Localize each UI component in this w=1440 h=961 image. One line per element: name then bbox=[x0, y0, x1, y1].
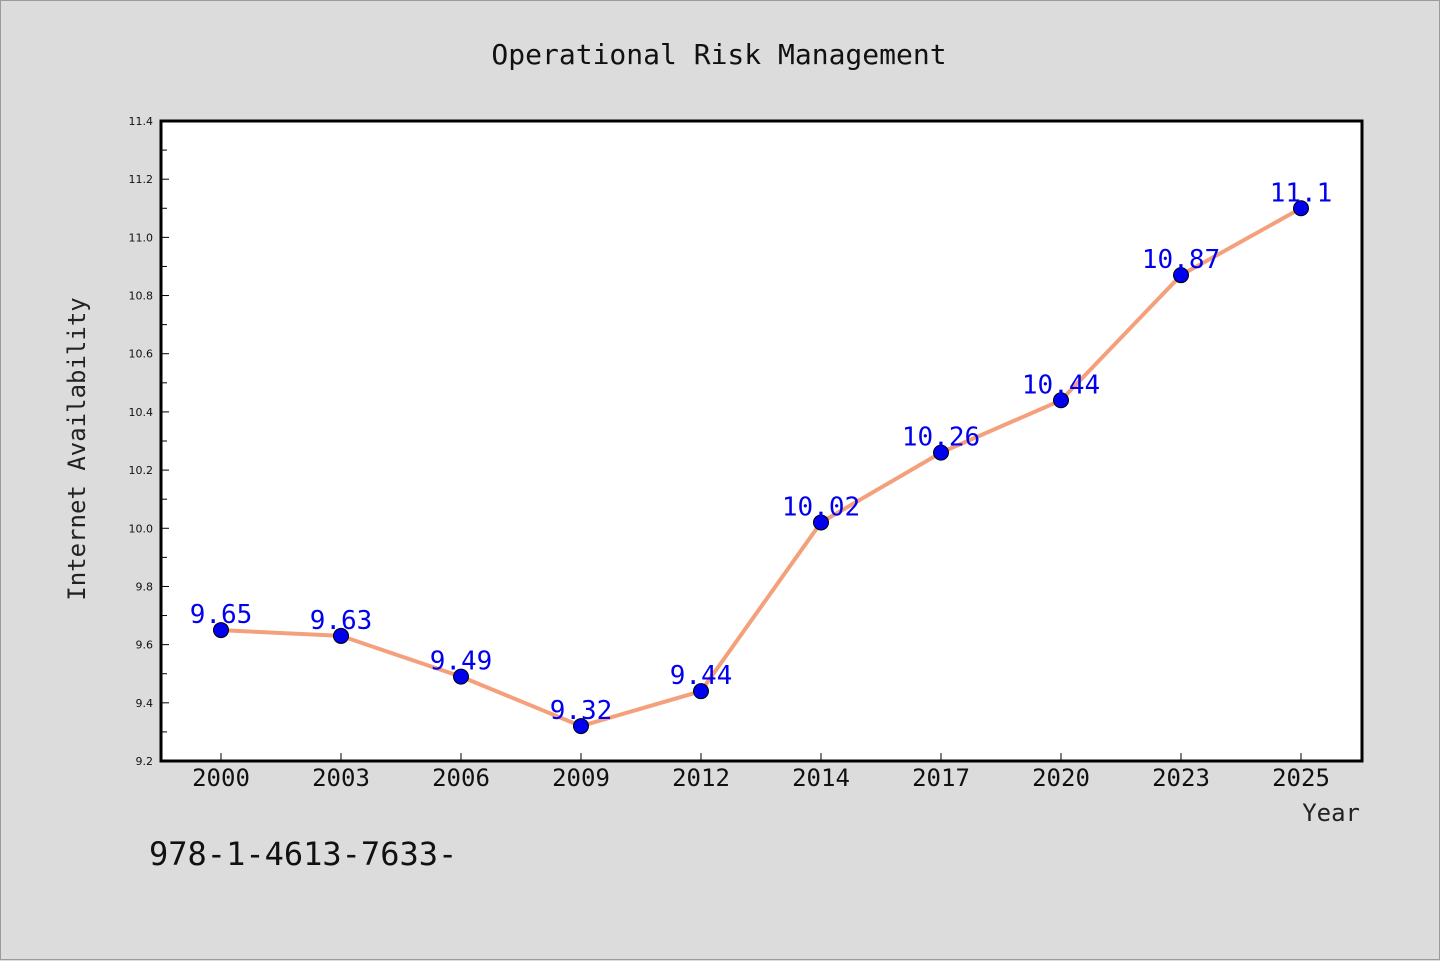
data-label: 9.63 bbox=[310, 606, 373, 636]
x-tick-label: 2014 bbox=[792, 764, 850, 792]
chart-title: Operational Risk Management bbox=[491, 38, 946, 71]
data-point bbox=[693, 683, 709, 700]
data-label: 10.44 bbox=[1022, 370, 1100, 400]
y-tick-label: 10.8 bbox=[129, 290, 154, 303]
y-tick-label: 11.4 bbox=[129, 115, 154, 128]
data-point bbox=[1173, 267, 1189, 284]
data-label: 9.49 bbox=[430, 647, 493, 677]
plot-area bbox=[159, 119, 1364, 763]
data-point bbox=[933, 444, 949, 461]
data-label: 9.65 bbox=[190, 600, 253, 630]
data-point bbox=[1293, 200, 1309, 217]
x-tick-label: 2020 bbox=[1032, 764, 1090, 792]
data-label: 9.44 bbox=[670, 661, 733, 691]
y-tick-label: 10.4 bbox=[129, 406, 154, 419]
x-axis: 2000 2003 2006 2009 2012 2014 2017 2020 2023 2025 bbox=[192, 753, 1330, 792]
y-tick-label: 9.4 bbox=[136, 697, 154, 710]
data-point bbox=[213, 622, 229, 639]
y-tick-label: 10.2 bbox=[129, 464, 154, 477]
y-tick-label: 9.6 bbox=[136, 639, 154, 652]
x-tick-label: 2023 bbox=[1152, 764, 1210, 792]
series-layer: 9.65 9.63 9.49 9.32 9.44 10.02 10.26 10.44 10.87… bbox=[190, 178, 1333, 735]
data-label: 9.32 bbox=[550, 696, 613, 726]
y-axis-label: Internet Availability bbox=[63, 297, 91, 600]
x-tick-label: 2017 bbox=[912, 764, 970, 792]
x-tick-label: 2006 bbox=[432, 764, 490, 792]
data-point bbox=[813, 514, 829, 531]
y-tick-label: 10.6 bbox=[129, 348, 154, 361]
data-point bbox=[1053, 392, 1069, 409]
x-tick-label: 2012 bbox=[672, 764, 730, 792]
data-label: 10.87 bbox=[1142, 245, 1220, 275]
data-point bbox=[573, 718, 589, 735]
y-tick-label: 9.8 bbox=[136, 580, 154, 593]
y-tick-label: 11.2 bbox=[129, 173, 154, 186]
data-point bbox=[453, 668, 469, 685]
data-label: 10.02 bbox=[782, 492, 860, 522]
x-tick-label: 2009 bbox=[552, 764, 610, 792]
x-tick-label: 2000 bbox=[192, 764, 250, 792]
y-tick-label: 11.0 bbox=[129, 231, 154, 244]
y-axis: 9.2 9.4 9.6 9.8 10.0 10.2 10.4 10.6 10.8 11.0 11.2… bbox=[129, 115, 169, 768]
series-line bbox=[220, 206, 1302, 729]
x-tick-label: 2003 bbox=[312, 764, 370, 792]
data-point bbox=[333, 627, 349, 644]
x-axis-label: Year bbox=[1302, 799, 1360, 827]
y-tick-label: 10.0 bbox=[129, 522, 154, 535]
y-tick-label: 9.2 bbox=[136, 755, 154, 768]
isbn-footnote: 978-1-4613-7633- bbox=[149, 835, 457, 873]
x-tick-label: 2025 bbox=[1272, 764, 1330, 792]
data-label: 11.1 bbox=[1270, 178, 1333, 208]
data-label: 10.26 bbox=[902, 423, 980, 453]
